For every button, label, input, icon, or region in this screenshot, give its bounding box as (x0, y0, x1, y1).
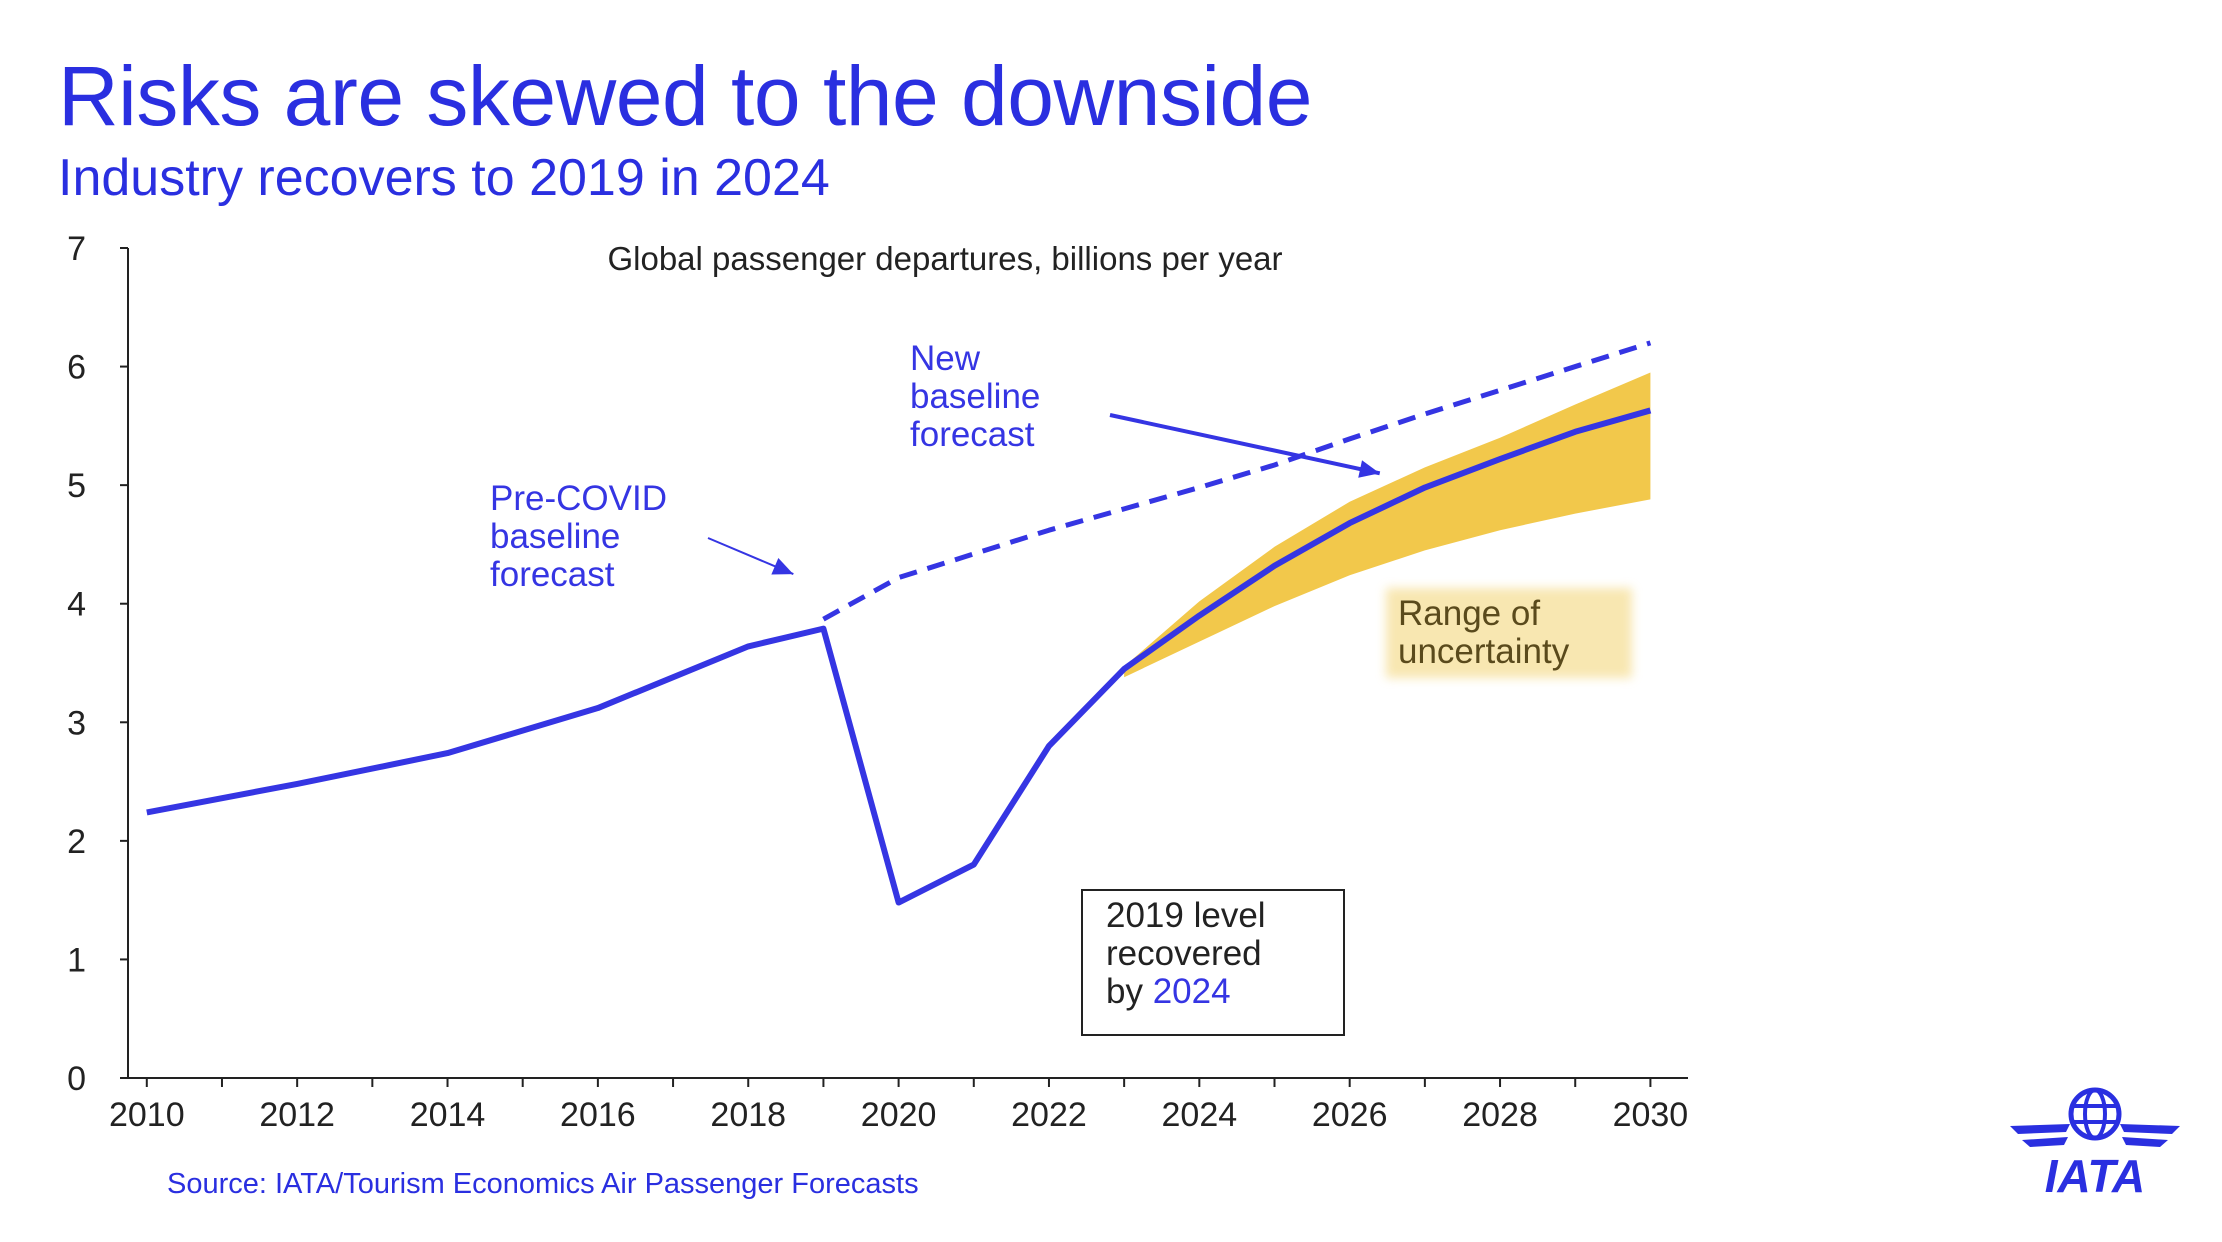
y-tick-label: 3 (67, 704, 86, 742)
y-tick-label: 2 (67, 823, 86, 861)
x-tick-label: 2026 (1312, 1096, 1388, 1134)
new-baseline-label-line: baseline (910, 377, 1040, 416)
x-tick-label: 2014 (410, 1096, 486, 1134)
x-tick-label: 2024 (1162, 1096, 1238, 1134)
x-tick-label: 2028 (1462, 1096, 1538, 1134)
pre-covid-arrow-head (771, 557, 794, 575)
iata-logo: IATA (2010, 1087, 2180, 1198)
pre-covid-label-line: forecast (490, 555, 615, 594)
x-tick-label: 2018 (710, 1096, 786, 1134)
uncertainty-band (1124, 372, 1651, 678)
x-tick-label: 2030 (1613, 1096, 1689, 1134)
x-tick-label: 2022 (1011, 1096, 1087, 1134)
chart-title: Global passenger departures, billions pe… (607, 240, 1282, 277)
new-baseline-label-line: New (910, 339, 981, 378)
recovery-note-line: 2019 level (1106, 896, 1266, 935)
range-label-text: Range of uncertainty (1398, 594, 1570, 671)
y-tick-label: 1 (67, 941, 86, 979)
recovery-note-line: by (1106, 972, 1153, 1011)
pre-covid-label: Pre-COVID baseline forecast (490, 479, 677, 594)
x-tick-label: 2020 (861, 1096, 937, 1134)
range-of-uncertainty-label: Range of uncertainty (1386, 588, 1632, 678)
y-tick-label: 0 (67, 1060, 86, 1098)
range-label-line: uncertainty (1398, 632, 1570, 671)
recovery-note-frame (1081, 889, 1345, 1036)
slide-title: Risks are skewed to the downside (58, 49, 1312, 143)
new-baseline-label: New baseline forecast (910, 339, 1050, 454)
y-tick-label: 5 (67, 467, 86, 505)
recovery-note-text: 2019 level recovered by 2024 (1106, 896, 1275, 1011)
recovery-note-year: 2024 (1153, 972, 1231, 1011)
recovery-note-line: recovered (1106, 934, 1262, 973)
new-baseline-label-line: forecast (910, 415, 1035, 454)
new-baseline-arrow (1109, 413, 1381, 476)
pre-covid-label-line: baseline (490, 517, 620, 556)
y-tick-label: 6 (67, 349, 86, 387)
wings-icon (2010, 1124, 2180, 1147)
y-tick-label: 7 (67, 230, 86, 268)
new-baseline-forecast-line (146, 407, 1652, 906)
globe-icon (2068, 1087, 2122, 1141)
range-label-glow (1386, 588, 1632, 678)
iata-logo-text: IATA (2045, 1150, 2146, 1198)
pre-covid-label-line: Pre-COVID (490, 479, 667, 518)
x-tick-label: 2016 (560, 1096, 636, 1134)
x-tick-label: 2012 (259, 1096, 335, 1134)
recovery-note-box: 2019 level recovered by 2024 (1081, 889, 1345, 1036)
range-label-line: Range of (1398, 594, 1540, 633)
pre-covid-forecast-line (822, 340, 1652, 622)
x-tick-label: 2010 (109, 1096, 185, 1134)
slide-subtitle: Industry recovers to 2019 in 2024 (58, 149, 830, 207)
y-tick-label: 4 (67, 586, 86, 624)
new-baseline-arrow-head (1358, 460, 1380, 478)
source-note: Source: IATA/Tourism Economics Air Passe… (167, 1168, 919, 1200)
